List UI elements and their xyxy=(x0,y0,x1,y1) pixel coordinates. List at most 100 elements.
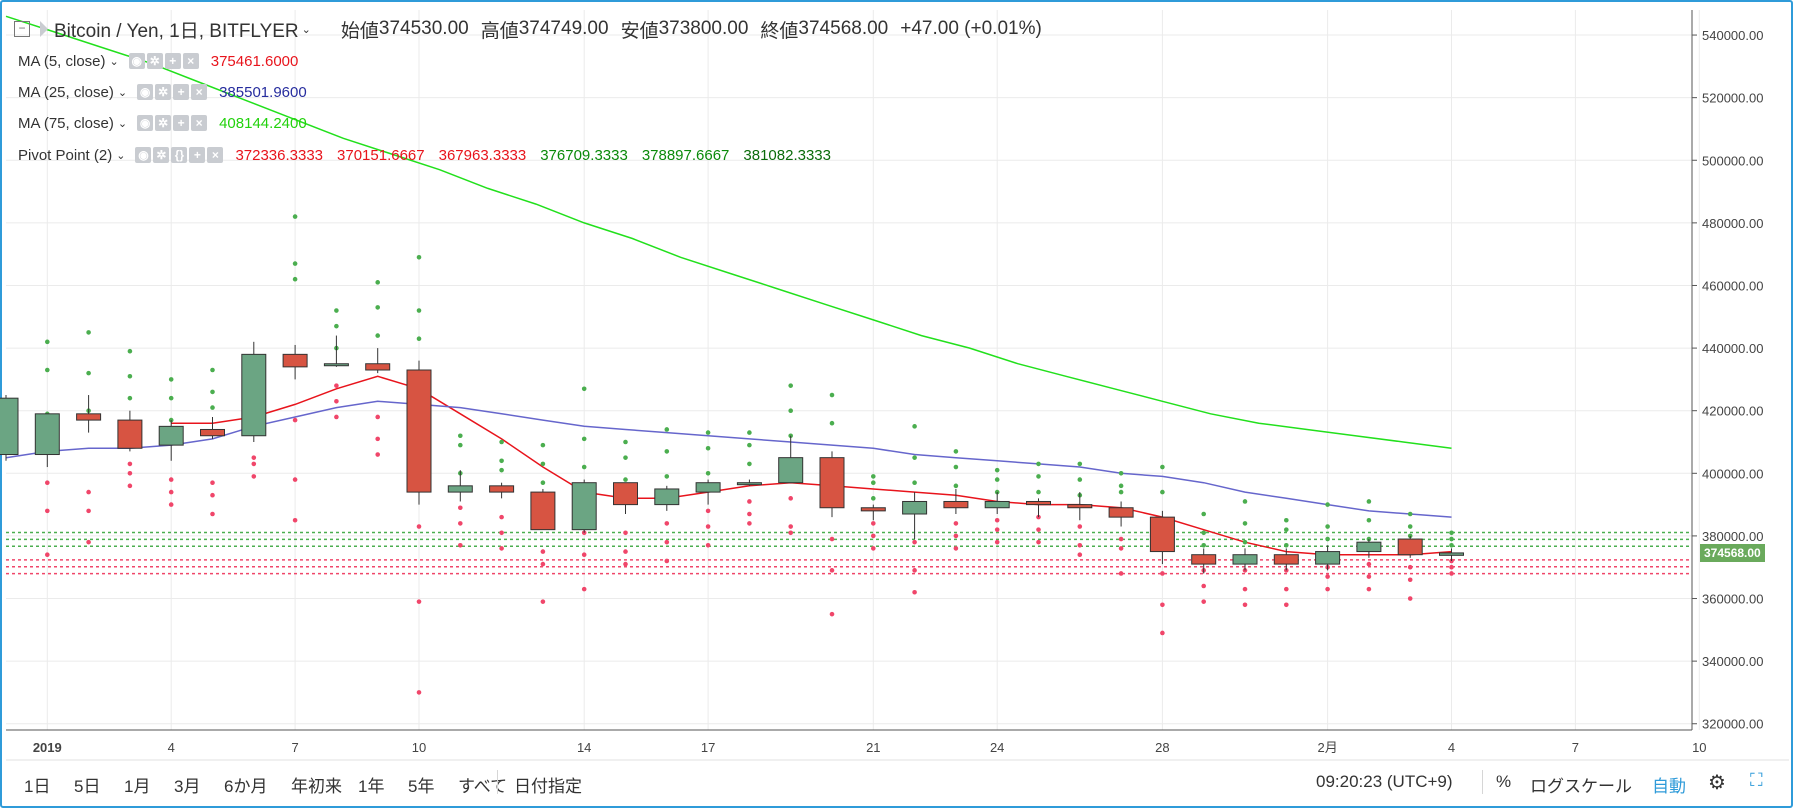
braces-icon[interactable]: {} xyxy=(171,147,188,163)
x-tick-label: 14 xyxy=(577,740,591,755)
pivot-dot-support xyxy=(788,530,793,536)
log-scale-button[interactable]: ログスケール xyxy=(1530,777,1632,796)
pivot-dot-support xyxy=(540,561,546,567)
close-icon[interactable]: × xyxy=(191,115,208,131)
close-icon[interactable]: × xyxy=(191,84,208,100)
pivot-dot-resistance xyxy=(1407,524,1413,529)
goto-date-button[interactable]: 日付指定 xyxy=(514,777,582,796)
chevron-down-icon[interactable]: ⌄ xyxy=(109,55,119,68)
plus-icon[interactable]: + xyxy=(173,115,190,131)
pivot-dot-support xyxy=(1366,586,1372,592)
pivot-dot-resistance xyxy=(581,386,587,392)
chevron-down-icon[interactable]: ⌄ xyxy=(117,86,128,99)
candle-body xyxy=(736,482,762,486)
eye-icon[interactable]: ◉ xyxy=(137,115,154,131)
symbol-name[interactable]: Bitcoin / Yen, 1日, BITFLYER xyxy=(54,20,299,42)
gear-icon[interactable]: ⚙ xyxy=(1708,772,1726,794)
eye-icon[interactable]: ◉ xyxy=(128,53,145,69)
pivot-dot-resistance xyxy=(1284,527,1289,532)
pivot-dot-support xyxy=(45,508,50,514)
gear-icon[interactable]: ✲ xyxy=(155,115,172,131)
chevron-down-icon[interactable]: ⌄ xyxy=(116,149,126,162)
candle-body xyxy=(1191,554,1217,565)
pivot-dot-resistance xyxy=(788,408,793,413)
x-tick-label: 4 xyxy=(1448,740,1455,755)
y-tick-label: 540000.00 xyxy=(1702,28,1763,43)
indicator-value: 381082.3333 xyxy=(743,146,831,164)
pivot-dot-support xyxy=(1407,564,1413,570)
range-button[interactable]: 3月 xyxy=(174,777,201,796)
pivot-dot-support xyxy=(499,514,504,520)
pivot-dot-support xyxy=(1366,561,1372,567)
pivot-dot-resistance xyxy=(953,449,959,454)
candle-body xyxy=(365,363,391,371)
pivot-dot-support xyxy=(912,539,917,545)
range-button[interactable]: 1年 xyxy=(358,777,385,796)
candle-body xyxy=(489,485,515,493)
pivot-dot-support xyxy=(1036,539,1041,545)
range-button[interactable]: 5年 xyxy=(408,777,435,796)
range-button[interactable]: 1月 xyxy=(124,777,151,796)
range-button[interactable]: 5日 xyxy=(74,777,101,796)
pivot-dot-resistance xyxy=(45,367,50,373)
indicator-value: 408144.2400 xyxy=(219,114,307,132)
indicator-label[interactable]: MA (75, close) xyxy=(18,114,114,132)
close-icon[interactable]: × xyxy=(182,53,199,69)
pivot-dot-resistance xyxy=(953,483,959,489)
plus-icon[interactable]: + xyxy=(173,84,190,100)
fullscreen-icon[interactable]: ⛶ xyxy=(1750,770,1763,790)
chevron-down-icon[interactable]: ⌄ xyxy=(301,23,311,36)
pivot-dot-resistance xyxy=(416,255,422,260)
indicator-label[interactable]: MA (5, close) xyxy=(18,52,106,70)
pivot-dot-resistance xyxy=(871,496,876,501)
eye-icon[interactable]: ◉ xyxy=(135,147,152,163)
pivot-dot-resistance xyxy=(1242,539,1248,545)
pivot-dot-resistance xyxy=(458,442,463,448)
candle-body xyxy=(117,419,143,449)
pivot-dot-resistance xyxy=(127,395,133,401)
pivot-dot-resistance xyxy=(1077,461,1083,467)
candle-body xyxy=(447,485,473,493)
low-label: 安値 xyxy=(620,20,659,42)
pivot-dot-resistance xyxy=(1036,489,1041,495)
indicator-row: Pivot Point (2) ⌄ ◉ ✲{} + × 372336.3333 370151.… xyxy=(18,144,831,166)
x-tick-label: 7 xyxy=(291,740,298,755)
pivot-dot-resistance xyxy=(1325,524,1330,529)
plus-icon[interactable]: + xyxy=(189,147,206,163)
y-tick-label: 320000.00 xyxy=(1702,717,1763,732)
pivot-dot-resistance xyxy=(540,442,546,448)
pivot-dot-resistance xyxy=(829,420,835,426)
pivot-dot-support xyxy=(581,586,587,592)
range-button[interactable]: 6か月 xyxy=(224,777,268,796)
gear-icon[interactable]: ✲ xyxy=(153,147,170,163)
indicator-label[interactable]: MA (25, close) xyxy=(18,83,114,101)
open-label: 始値 xyxy=(340,20,379,42)
range-button[interactable]: 年初来 xyxy=(291,777,342,796)
eye-icon[interactable]: ◉ xyxy=(137,84,154,100)
range-button[interactable]: すべて xyxy=(458,777,508,796)
pivot-dot-resistance xyxy=(499,458,504,464)
candle-body xyxy=(1356,541,1382,553)
pivot-dot-resistance xyxy=(45,339,50,345)
pivot-dot-resistance xyxy=(623,439,628,445)
pivot-dot-support xyxy=(1284,586,1289,592)
collapse-icon[interactable]: − xyxy=(14,21,30,37)
gear-icon[interactable]: ✲ xyxy=(146,53,163,69)
close-icon[interactable]: × xyxy=(207,147,224,163)
y-tick-label: 420000.00 xyxy=(1702,404,1763,419)
flag-icon[interactable] xyxy=(40,21,48,37)
gear-icon[interactable]: ✲ xyxy=(155,84,172,100)
chevron-down-icon[interactable]: ⌄ xyxy=(117,117,128,130)
indicator-label[interactable]: Pivot Point (2) xyxy=(18,146,113,164)
pivot-dot-resistance xyxy=(705,445,711,451)
pivot-dot-support xyxy=(292,477,298,482)
range-button[interactable]: 1日 xyxy=(24,777,51,796)
auto-scale-button[interactable]: 自動 xyxy=(1652,777,1686,796)
pivot-dot-resistance xyxy=(458,433,463,439)
percent-button[interactable]: % xyxy=(1496,772,1512,791)
plus-icon[interactable]: + xyxy=(164,53,181,69)
pivot-dot-support xyxy=(1242,602,1248,608)
pivot-dot-support xyxy=(871,521,876,526)
pivot-dot-resistance xyxy=(1449,530,1454,536)
